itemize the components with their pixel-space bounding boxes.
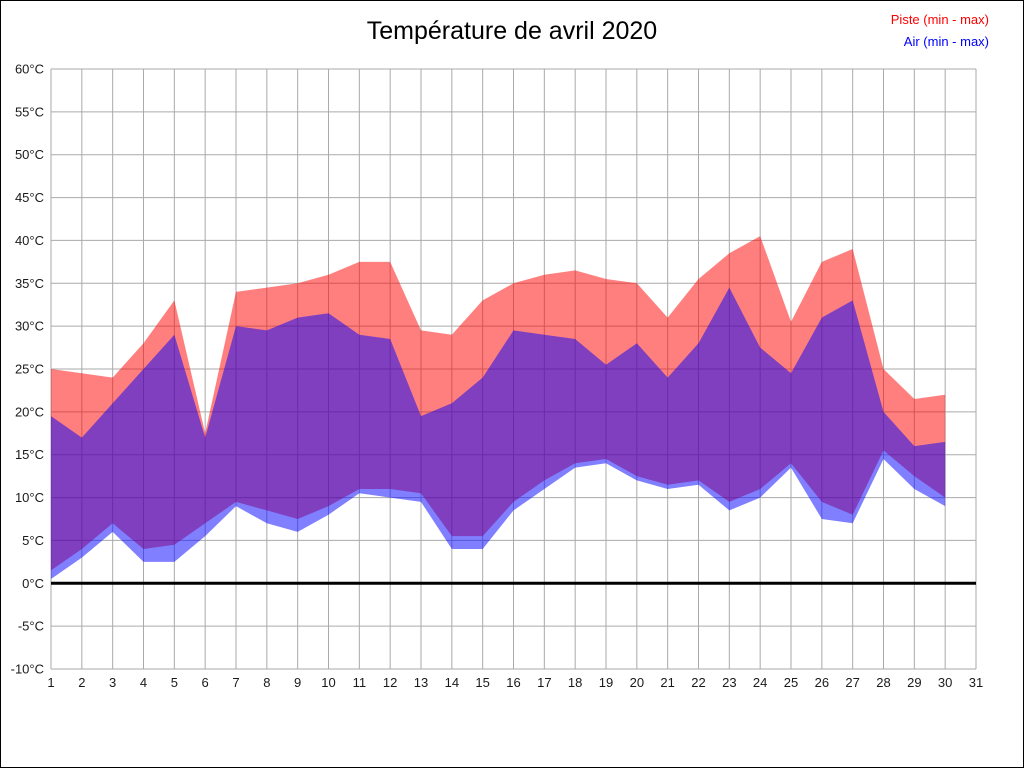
x-tick-label: 5 bbox=[171, 675, 178, 690]
x-tick-label: 20 bbox=[630, 675, 644, 690]
x-tick-label: 29 bbox=[907, 675, 921, 690]
chart-title: Température de avril 2020 bbox=[366, 17, 658, 45]
x-tick-label: 23 bbox=[722, 675, 736, 690]
y-tick-label: 45°C bbox=[15, 190, 44, 205]
y-tick-label: -5°C bbox=[18, 619, 44, 634]
x-tick-label: 27 bbox=[845, 675, 859, 690]
x-tick-label: 22 bbox=[691, 675, 705, 690]
y-tick-label: 25°C bbox=[15, 362, 44, 377]
legend-air: Air (min - max) bbox=[903, 34, 989, 49]
x-tick-label: 26 bbox=[815, 675, 829, 690]
y-tick-label: 60°C bbox=[15, 62, 44, 77]
y-tick-label: 50°C bbox=[15, 147, 44, 162]
x-tick-label: 1 bbox=[47, 675, 54, 690]
y-tick-label: -10°C bbox=[11, 662, 44, 677]
x-tick-label: 25 bbox=[784, 675, 798, 690]
x-tick-label: 11 bbox=[353, 675, 367, 690]
y-tick-label: 55°C bbox=[15, 104, 44, 119]
y-tick-label: 0°C bbox=[22, 576, 44, 591]
y-tick-label: 40°C bbox=[15, 233, 44, 248]
x-tick-label: 17 bbox=[537, 675, 551, 690]
y-tick-label: 5°C bbox=[22, 533, 44, 548]
x-tick-label: 16 bbox=[506, 675, 520, 690]
x-tick-label: 12 bbox=[383, 675, 397, 690]
x-tick-label: 2 bbox=[78, 675, 85, 690]
y-tick-label: 10°C bbox=[15, 490, 44, 505]
y-tick-label: 15°C bbox=[15, 447, 44, 462]
y-tick-label: 30°C bbox=[15, 319, 44, 334]
x-tick-label: 30 bbox=[938, 675, 952, 690]
x-tick-label: 18 bbox=[568, 675, 582, 690]
chart-legend: Piste (min - max) Air (min - max) bbox=[891, 9, 989, 53]
x-tick-label: 10 bbox=[321, 675, 335, 690]
x-tick-label: 9 bbox=[294, 675, 301, 690]
x-tick-label: 28 bbox=[876, 675, 890, 690]
x-tick-label: 7 bbox=[232, 675, 239, 690]
x-tick-label: 13 bbox=[414, 675, 428, 690]
y-tick-label: 35°C bbox=[15, 276, 44, 291]
x-tick-label: 4 bbox=[140, 675, 147, 690]
x-tick-label: 14 bbox=[445, 675, 459, 690]
x-tick-label: 24 bbox=[753, 675, 767, 690]
x-tick-label: 3 bbox=[109, 675, 116, 690]
y-tick-label: 20°C bbox=[15, 404, 44, 419]
x-tick-label: 8 bbox=[263, 675, 270, 690]
legend-piste: Piste (min - max) bbox=[890, 12, 989, 27]
x-tick-label: 6 bbox=[202, 675, 209, 690]
x-tick-label: 31 bbox=[969, 675, 983, 690]
x-tick-label: 15 bbox=[475, 675, 489, 690]
x-tick-label: 21 bbox=[660, 675, 674, 690]
x-tick-label: 19 bbox=[599, 675, 613, 690]
